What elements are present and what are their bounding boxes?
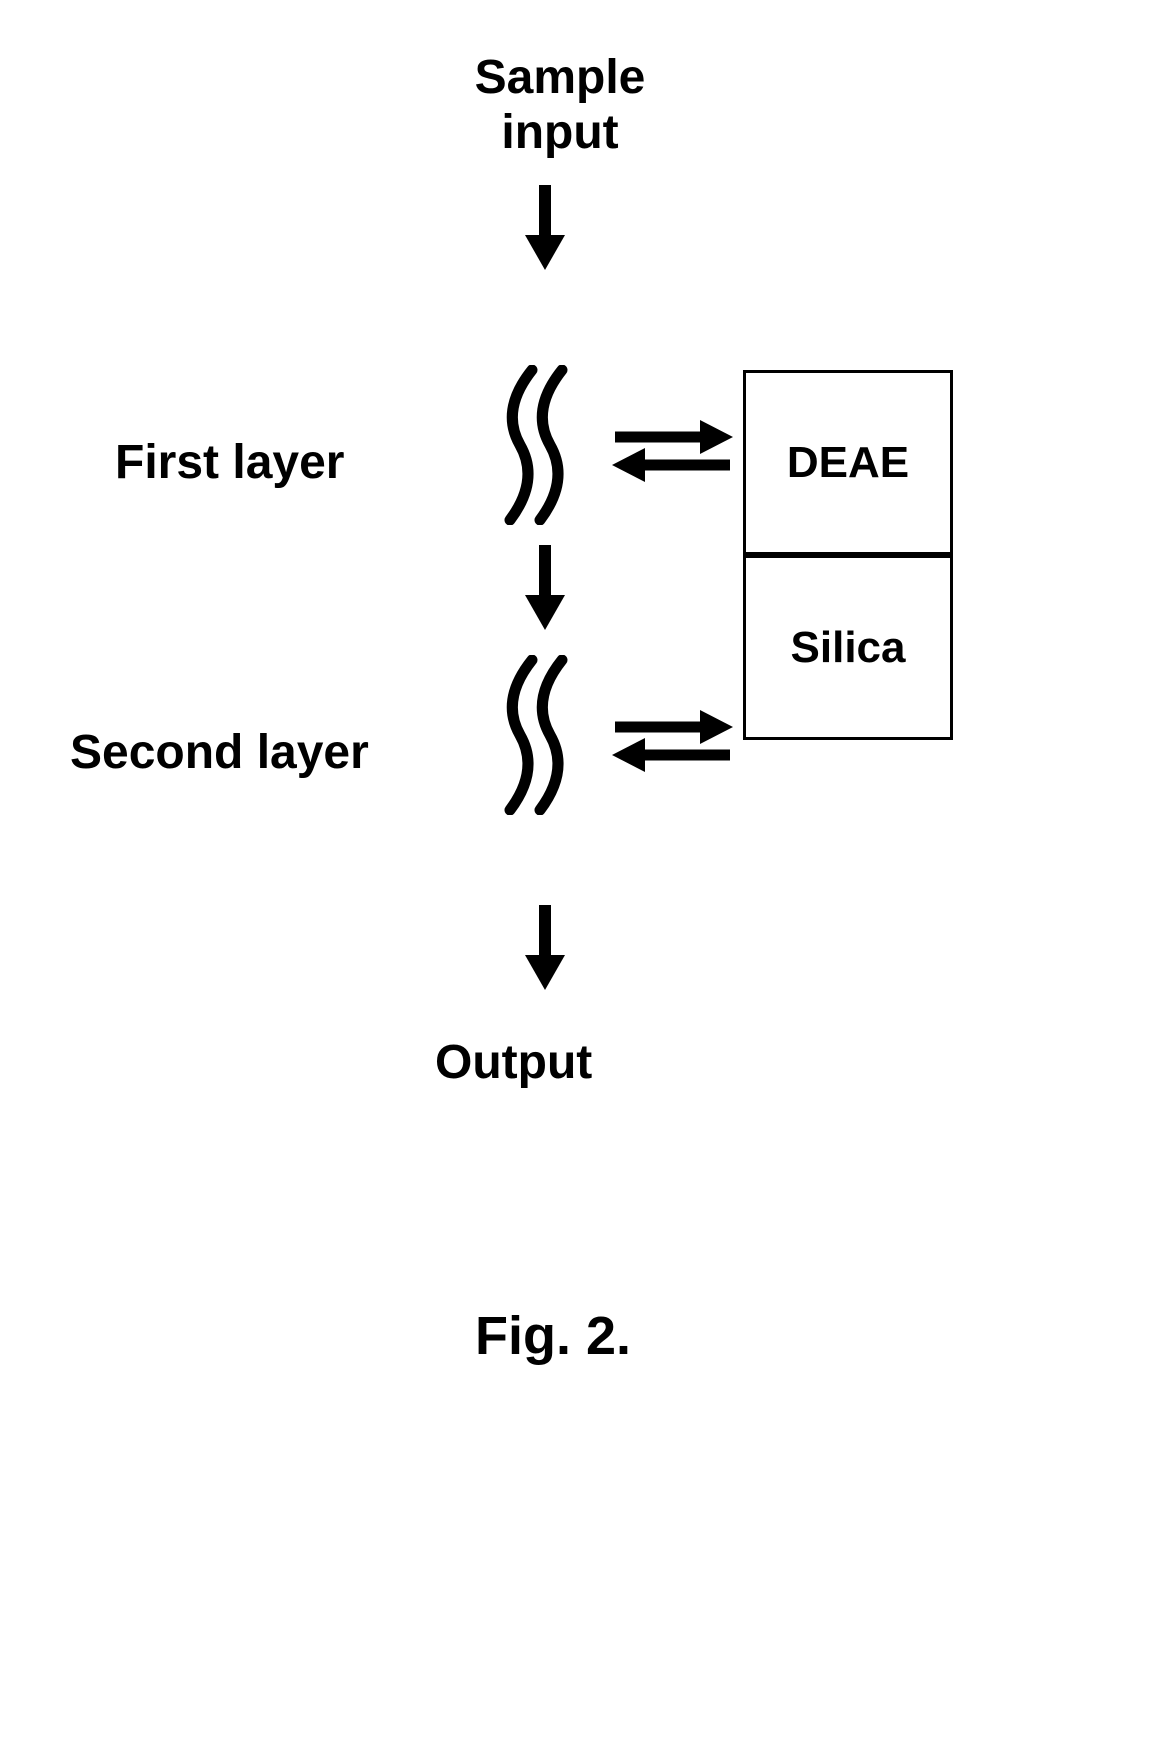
deae-box-label: DEAE <box>787 438 909 488</box>
silica-box: Silica <box>743 555 953 740</box>
sample-input-label: Sample input <box>430 50 690 160</box>
figure-caption: Fig. 2. <box>475 1305 631 1367</box>
output-label: Output <box>435 1035 592 1090</box>
arrow-down-2 <box>520 540 570 640</box>
silica-box-label: Silica <box>791 623 906 673</box>
squiggle-icon-1 <box>480 365 590 525</box>
equilibrium-arrows-1 <box>605 415 740 485</box>
squiggle-icon-2 <box>480 655 590 815</box>
arrow-down-3 <box>520 900 570 1000</box>
arrow-down-1 <box>520 180 570 280</box>
deae-box: DEAE <box>743 370 953 555</box>
first-layer-label: First layer <box>115 435 344 490</box>
equilibrium-arrows-2 <box>605 705 740 775</box>
second-layer-label: Second layer <box>70 725 369 780</box>
